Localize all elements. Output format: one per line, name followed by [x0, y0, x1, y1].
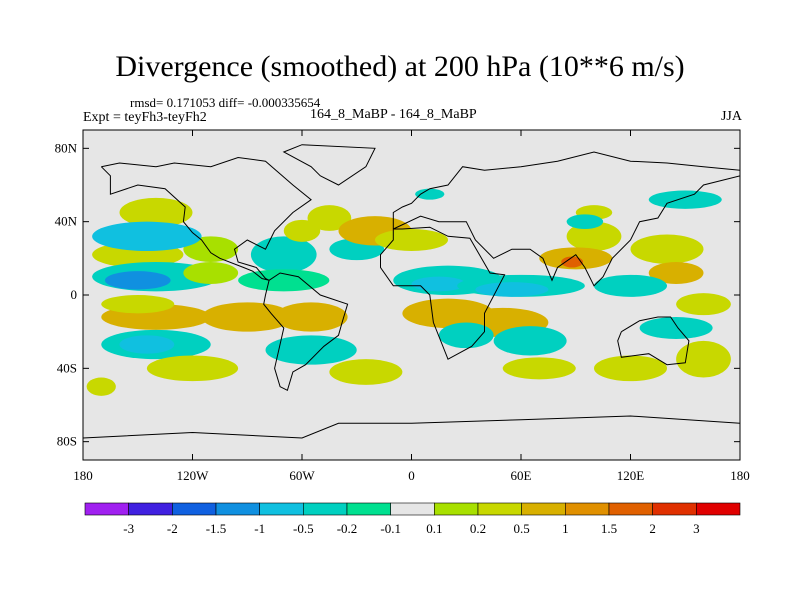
colorbar-label: -1.5	[206, 521, 227, 536]
field-contour	[146, 355, 239, 382]
field-contour	[411, 276, 467, 292]
field-contour	[438, 322, 494, 349]
colorbar-swatch	[84, 502, 129, 516]
case-label: 164_8_MaBP - 164_8_MaBP	[310, 107, 477, 122]
field-contour	[307, 205, 352, 231]
x-tick-label: 0	[408, 468, 415, 483]
colorbar-label: -3	[123, 521, 134, 536]
colorbar-label: -0.1	[380, 521, 401, 536]
field-contour	[86, 377, 116, 396]
colorbar-swatch	[652, 502, 697, 516]
colorbar-label: -0.5	[293, 521, 314, 536]
colorbar-swatch	[434, 502, 479, 516]
y-tick-label: 80S	[57, 434, 77, 449]
field-contour	[238, 269, 330, 292]
colorbar-label: -0.2	[337, 521, 358, 536]
colorbar-swatch	[303, 502, 348, 516]
x-tick-label: 180	[730, 468, 750, 483]
x-tick-label: 120W	[177, 468, 210, 483]
colorbar-label: -1	[254, 521, 265, 536]
field-contour	[119, 335, 175, 354]
field-contour	[329, 359, 403, 385]
field-contour	[561, 256, 584, 268]
colorbar-swatch	[215, 502, 260, 516]
experiment-label: Expt = teyFh3-teyFh2	[83, 110, 207, 125]
colorbar-label: 2	[649, 521, 656, 536]
y-tick-label: 80N	[55, 140, 78, 155]
field-contour	[648, 262, 704, 284]
colorbar-label: 1	[562, 521, 569, 536]
coastline	[263, 272, 349, 392]
field-contour	[493, 326, 567, 356]
coastline	[282, 144, 376, 186]
field-contour	[104, 271, 171, 290]
colorbar-swatch	[259, 502, 304, 516]
colorbar-label: 1.5	[601, 521, 617, 536]
field-contour	[502, 357, 576, 380]
coastline	[617, 316, 690, 366]
field-contour	[201, 302, 293, 332]
field-contour	[566, 214, 604, 230]
x-tick-label: 120E	[617, 468, 645, 483]
x-tick-label: 180	[73, 468, 93, 483]
field-contour	[630, 234, 704, 264]
y-tick-label: 40S	[57, 360, 77, 375]
y-tick-label: 40N	[55, 214, 78, 229]
field-layer	[86, 188, 731, 396]
colorbar-swatch	[477, 502, 522, 516]
colorbar-label: 0.2	[470, 521, 486, 536]
field-contour	[183, 262, 239, 284]
field-contour	[415, 188, 445, 200]
coastline	[392, 151, 740, 287]
colorbar-swatch	[608, 502, 653, 516]
field-contour	[274, 302, 348, 332]
field-contour	[265, 335, 357, 365]
colorbar-swatch	[565, 502, 610, 516]
x-tick-label: 60W	[289, 468, 315, 483]
season-label: JJA	[720, 109, 742, 124]
colorbar-label: 3	[693, 521, 700, 536]
field-contour	[250, 236, 317, 273]
coastline	[83, 415, 740, 439]
field-contour	[101, 295, 175, 314]
coastline	[100, 156, 312, 281]
field-contour	[183, 236, 239, 262]
colorbar-label: 0.1	[426, 521, 442, 536]
field-contour	[475, 282, 549, 297]
axes-layer: 180 120W 60W 0 60E 120E 180 80N 40N 0 40S 80S	[55, 130, 750, 483]
colorbar-swatch	[390, 502, 435, 516]
colorbar-label: -2	[167, 521, 178, 536]
y-tick-label: 0	[71, 287, 78, 302]
field-contour	[566, 221, 622, 251]
coastline-layer	[83, 144, 740, 439]
field-contour	[92, 221, 202, 251]
field-contour	[594, 274, 667, 297]
stats-text: rmsd= 0.171053 diff= -0.000335654	[130, 95, 321, 110]
field-contour	[648, 190, 722, 209]
colorbar: -3 -2 -1.5 -1 -0.5 -0.2 -0.1 0.1 0.2 0.5 1 1.5 2 3	[84, 502, 741, 536]
colorbar-swatch	[172, 502, 217, 516]
chart-title: Divergence (smoothed) at 200 hPa (10**6 …	[115, 50, 685, 83]
field-contour	[676, 293, 731, 316]
field-contour	[676, 340, 731, 378]
colorbar-swatch	[346, 502, 391, 516]
colorbar-swatch	[521, 502, 566, 516]
field-contour	[119, 197, 193, 228]
coastline	[380, 226, 506, 360]
x-tick-label: 60E	[511, 468, 532, 483]
field-contour	[639, 317, 713, 339]
field-contour	[283, 219, 321, 242]
colorbar-swatch	[696, 502, 741, 516]
colorbar-label: 0.5	[514, 521, 530, 536]
field-contour	[594, 355, 667, 382]
colorbar-swatch	[128, 502, 173, 516]
